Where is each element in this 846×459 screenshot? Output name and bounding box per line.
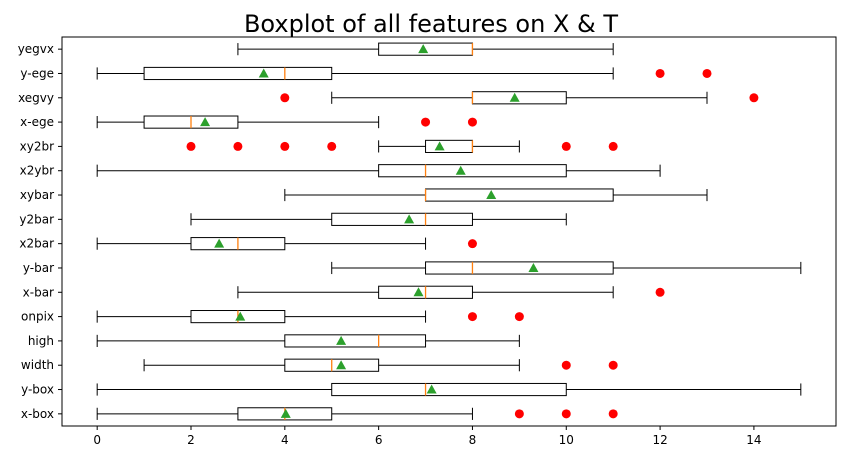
iqr-box <box>425 139 473 153</box>
y-tick-label: y-ege <box>20 66 54 80</box>
x-tick-label: 2 <box>187 433 195 447</box>
y-tick-label: xy2br <box>20 139 54 153</box>
y-tick-label: y-bar <box>23 261 54 275</box>
iqr-box <box>471 91 567 105</box>
mean-marker <box>214 238 225 248</box>
x-tick-label: 8 <box>469 433 477 447</box>
mean-marker <box>280 408 291 418</box>
outlier-point <box>233 141 243 151</box>
outlier-point <box>514 312 524 322</box>
outlier-point <box>655 68 665 78</box>
outlier-point <box>608 360 618 370</box>
box-group-y-bar <box>331 261 802 275</box>
x-tick-label: 14 <box>746 433 761 447</box>
outlier-point <box>421 117 431 127</box>
box-group-high <box>96 334 520 348</box>
y-tick-label: x-bar <box>23 285 54 299</box>
mean-marker <box>404 214 415 224</box>
box-group-x-box <box>96 407 618 421</box>
outlier-point <box>702 68 712 78</box>
box-group-y-ege <box>96 66 712 81</box>
outlier-point <box>655 287 665 297</box>
mean-marker <box>418 44 429 54</box>
outlier-point <box>186 141 196 151</box>
y-tick-label: high <box>28 334 54 348</box>
mean-marker <box>426 384 437 394</box>
x-tick-label: 4 <box>281 433 289 447</box>
y-tick-label: x2bar <box>19 237 54 251</box>
box-group-width <box>143 358 618 372</box>
y-tick-label: x-ege <box>20 115 54 129</box>
mean-marker <box>455 165 466 175</box>
outlier-point <box>467 117 477 127</box>
outlier-point <box>327 141 337 151</box>
iqr-box <box>378 164 567 178</box>
x-axis: 0 2 4 6 8 10 12 14 <box>93 426 762 447</box>
box-group-x-ege <box>96 115 477 129</box>
mean-marker <box>336 360 347 370</box>
outlier-point <box>608 141 618 151</box>
outlier-point <box>514 409 524 419</box>
box-group-y2bar <box>190 212 567 226</box>
y-tick-label: yegvx <box>18 42 54 56</box>
y-tick-label: y2bar <box>19 212 54 226</box>
outlier-point <box>749 93 759 103</box>
chart-title: Boxplot of all features on X & T <box>244 10 618 38</box>
box-group-y-box <box>96 382 802 397</box>
x-tick-label: 0 <box>93 433 101 447</box>
outlier-point <box>561 141 571 151</box>
y-tick-label: xybar <box>20 188 54 202</box>
outlier-point <box>467 239 477 249</box>
mean-marker <box>258 68 269 78</box>
box-group-xybar <box>284 188 708 202</box>
iqr-box <box>425 261 614 275</box>
mean-marker <box>486 190 497 200</box>
y-tick-label: onpix <box>21 310 54 324</box>
x-tick-label: 10 <box>559 433 574 447</box>
y-tick-label: x2ybr <box>20 164 54 178</box>
box-group-x-bar <box>237 285 665 299</box>
box-group-xy2br <box>186 139 618 153</box>
iqr-box <box>284 334 427 348</box>
box-group-onpix <box>96 310 524 324</box>
plot-area <box>96 42 802 421</box>
x-tick-label: 6 <box>375 433 383 447</box>
y-tick-label: x-box <box>21 407 54 421</box>
outlier-point <box>280 141 290 151</box>
iqr-box <box>331 382 567 397</box>
iqr-box <box>143 66 333 81</box>
box-group-xegvy <box>280 91 759 105</box>
mean-marker <box>336 335 347 345</box>
box-group-x2bar <box>96 237 477 251</box>
outlier-point <box>608 409 618 419</box>
plot-frame <box>61 36 837 427</box>
mean-marker <box>528 262 539 272</box>
mean-marker <box>200 117 211 127</box>
y-tick-label: width <box>21 358 54 372</box>
outlier-point <box>561 360 571 370</box>
y-tick-label: y-box <box>21 383 54 397</box>
iqr-box <box>331 212 473 226</box>
outlier-point <box>561 409 571 419</box>
box-group-x2ybr <box>96 164 661 178</box>
outlier-point <box>467 312 477 322</box>
outlier-point <box>280 93 290 103</box>
y-axis: x-box y-box width high onpix x-bar y-bar x2bar y… <box>18 42 62 421</box>
mean-marker <box>413 287 424 297</box>
mean-marker <box>235 311 246 321</box>
y-tick-label: xegvy <box>18 91 54 105</box>
x-tick-label: 12 <box>652 433 667 447</box>
box-group-yegvx <box>237 42 614 56</box>
mean-marker <box>509 92 520 102</box>
iqr-box <box>425 188 614 202</box>
mean-marker <box>434 141 445 151</box>
